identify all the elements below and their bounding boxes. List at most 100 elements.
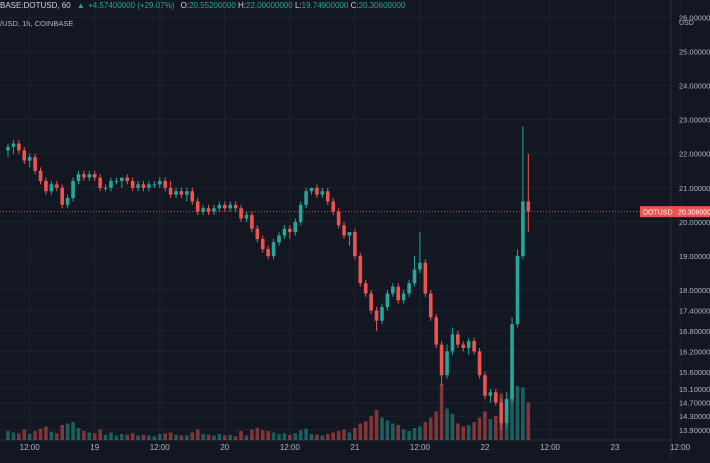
candle-body: [152, 184, 157, 186]
candle: [179, 187, 184, 199]
candle: [38, 167, 43, 185]
candle-body: [461, 344, 466, 348]
candle: [483, 371, 487, 400]
candle: [499, 399, 504, 430]
candle-body: [396, 286, 401, 301]
candle: [385, 290, 390, 311]
candle-body: [22, 150, 27, 161]
volume-bar: [342, 429, 346, 440]
price-tick-label: 24.00000: [679, 82, 710, 91]
candle: [212, 204, 216, 216]
time-tick-label: 19: [90, 443, 99, 452]
candle: [521, 126, 525, 260]
candle-body: [120, 177, 124, 181]
volume-bar: [358, 423, 363, 440]
candle: [396, 283, 401, 304]
volume-bar: [439, 383, 444, 440]
change-value: +4.57400000 (+29.07%): [88, 1, 175, 10]
price-tick-label: 17.40000: [679, 306, 710, 315]
time-axis[interactable]: 12:00 19 12:00 20 12:00 21 12:00 22 12:00 23 12:00: [20, 443, 691, 452]
volume-bar: [49, 431, 54, 440]
candle-body: [298, 204, 303, 222]
candle-body: [33, 157, 37, 171]
candle-body: [6, 146, 10, 151]
candle: [445, 344, 449, 379]
candle-body: [450, 334, 455, 352]
volume-bar: [33, 431, 37, 440]
volume-bar: [401, 429, 406, 440]
candle-body: [157, 180, 162, 185]
candle: [266, 245, 270, 260]
time-tick-label: 22: [481, 443, 490, 452]
candle-body: [504, 399, 509, 423]
volume-bar: [54, 433, 59, 440]
candle: [44, 177, 48, 195]
price-tick-label: 15.60000: [679, 368, 710, 377]
candle-body: [391, 286, 395, 294]
candle-body: [494, 392, 498, 403]
price-tick-label: 26.00000: [679, 13, 710, 22]
volume-bar: [260, 430, 265, 440]
candle-body: [65, 198, 70, 205]
volume-bar: [418, 426, 422, 440]
candle-body: [472, 341, 476, 352]
candle: [125, 174, 130, 185]
symbol-badge-bg: [640, 206, 678, 218]
volume-bar: [380, 417, 384, 440]
candle: [195, 198, 200, 216]
candle: [309, 187, 314, 195]
candle: [239, 204, 243, 222]
volume-bar: [239, 431, 243, 440]
candle-body: [206, 208, 211, 212]
time-tick-label: 12:00: [540, 443, 561, 452]
candle: [11, 140, 16, 154]
volume-bar: [456, 423, 460, 440]
candle-body: [147, 184, 151, 188]
candle-body: [304, 191, 308, 205]
candle-body: [239, 208, 243, 219]
candle-body: [288, 228, 292, 233]
time-tick-label: 21: [350, 443, 359, 452]
candle-body: [71, 180, 75, 199]
candle: [510, 317, 514, 403]
symbol-badge-label: DOTUSD: [643, 210, 673, 217]
price-tick-label: 16.20000: [679, 347, 710, 356]
volume-bar: [114, 435, 119, 440]
candle-body: [510, 324, 514, 400]
candle-body: [412, 269, 417, 284]
volume-bar: [423, 422, 428, 440]
time-tick-label: 23: [611, 443, 620, 452]
candle-body: [309, 187, 314, 192]
candle-body: [445, 351, 449, 376]
volume-bar: [385, 420, 390, 440]
candle: [466, 337, 471, 355]
candle-body: [271, 242, 276, 256]
candle: [168, 180, 173, 199]
volume-bar: [44, 426, 48, 440]
candle: [103, 184, 108, 192]
candle-body: [428, 293, 433, 318]
price-axis[interactable]: 26.00000 25.00000 24.00000 23.00000 22.00000…: [679, 13, 710, 434]
volume-bar: [103, 434, 108, 440]
candle-body: [407, 283, 411, 294]
candle: [163, 177, 167, 192]
candle-body: [282, 228, 287, 236]
candle: [233, 201, 238, 212]
volume-bar: [288, 434, 292, 440]
candle: [320, 187, 325, 199]
volume-bar: [179, 435, 184, 440]
candle: [54, 180, 59, 192]
candle: [98, 174, 102, 192]
close-value: 20.30600000: [358, 1, 406, 10]
price-tick-label: 18.00000: [679, 286, 710, 295]
candle: [391, 283, 395, 297]
volume-bar: [141, 434, 146, 440]
price-tick-label: 14.30000: [679, 412, 710, 421]
price-tick-label: 16.80000: [679, 327, 710, 336]
price-tick-label: 14.70000: [679, 399, 710, 408]
candle: [418, 232, 422, 274]
candle-body: [353, 232, 357, 256]
time-tick-label: 20: [220, 443, 229, 452]
